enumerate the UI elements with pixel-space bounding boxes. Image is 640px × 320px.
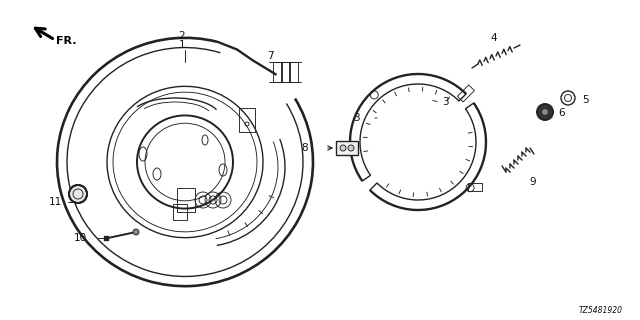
- Bar: [289, 62, 298, 82]
- Circle shape: [537, 104, 553, 120]
- Text: 7: 7: [268, 51, 274, 61]
- Text: 2: 2: [179, 31, 186, 41]
- Text: 6: 6: [558, 108, 564, 118]
- Bar: [281, 62, 290, 82]
- Bar: [458, 85, 474, 102]
- Text: 8: 8: [301, 143, 308, 153]
- Bar: [173, 204, 187, 220]
- Text: 3: 3: [353, 113, 360, 123]
- Bar: [177, 188, 195, 212]
- Polygon shape: [104, 236, 108, 240]
- Circle shape: [340, 145, 346, 151]
- Circle shape: [541, 108, 548, 116]
- Circle shape: [133, 229, 139, 235]
- Text: 9: 9: [530, 177, 536, 187]
- Text: 3: 3: [442, 97, 449, 107]
- Bar: [273, 62, 282, 82]
- Text: 10: 10: [74, 233, 87, 243]
- Text: 4: 4: [491, 33, 497, 43]
- Bar: [336, 141, 358, 155]
- Text: 1: 1: [179, 40, 186, 50]
- Text: 11: 11: [49, 197, 62, 207]
- Text: TZ5481920: TZ5481920: [579, 306, 623, 315]
- Circle shape: [348, 145, 354, 151]
- Circle shape: [69, 185, 87, 203]
- Text: FR.: FR.: [56, 36, 77, 46]
- Text: 5: 5: [582, 95, 589, 105]
